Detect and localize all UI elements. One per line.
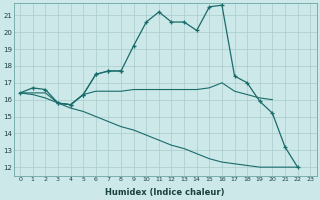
X-axis label: Humidex (Indice chaleur): Humidex (Indice chaleur): [106, 188, 225, 197]
